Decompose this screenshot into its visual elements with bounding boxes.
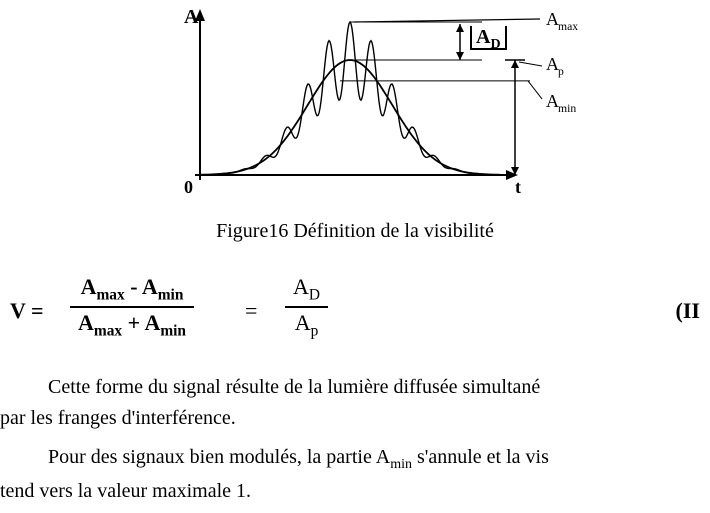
eq-lhs: V = [10, 298, 44, 324]
eq-equals: = [245, 298, 257, 324]
svg-text:0: 0 [184, 177, 193, 197]
para1-line1: Cette forme du signal résulte de la lumi… [0, 372, 710, 403]
svg-text:min: min [558, 102, 576, 115]
para2-line1: Pour des signaux bien modulés, la partie… [0, 442, 710, 476]
eq-frac-2: AD Ap [285, 274, 328, 341]
paragraph-1: Cette forme du signal résulte de la lumi… [0, 372, 710, 434]
para2-line2: tend vers la valeur maximale 1. [0, 476, 710, 507]
svg-text:max: max [558, 20, 578, 33]
svg-text:p: p [558, 65, 564, 78]
visibility-equation: V = Amax - Amin Amax + Amin = AD Ap (II [10, 270, 700, 350]
para1-line2: par les franges d'interférence. [0, 403, 710, 434]
figure-visibility: A0tAmaxADApAmin [170, 5, 590, 205]
svg-text:A: A [184, 6, 199, 28]
eq-amax: A [81, 274, 97, 299]
figure-svg: A0tAmaxADApAmin [170, 5, 590, 205]
paragraph-2: Pour des signaux bien modulés, la partie… [0, 442, 710, 507]
equation-number: (II [676, 298, 700, 324]
svg-text:t: t [515, 177, 521, 197]
eq-frac-1: Amax - Amin Amax + Amin [70, 274, 194, 341]
figure-caption: Figure16 Définition de la visibilité [0, 220, 710, 243]
